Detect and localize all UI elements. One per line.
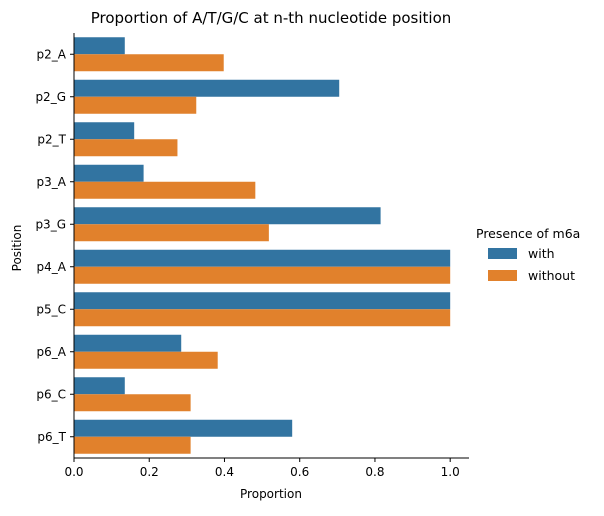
x-tick-label: 1.0	[441, 465, 460, 479]
y-tick-label: p6_A	[37, 345, 67, 359]
y-tick-label: p6_C	[36, 387, 66, 401]
bar-p2_G-without	[74, 96, 197, 114]
bar-p4_A-without	[74, 266, 451, 284]
bar-p2_A-without	[74, 54, 224, 72]
legend-swatch-with	[488, 248, 517, 259]
y-tick-label: p6_T	[37, 430, 66, 444]
legend-label-with: with	[528, 246, 555, 261]
legend: Presence of m6a with without	[476, 226, 580, 283]
bar-p6_T-without	[74, 436, 191, 454]
y-tick-label: p2_A	[37, 47, 67, 61]
bar-p3_G-without	[74, 224, 269, 242]
legend-title: Presence of m6a	[476, 226, 580, 241]
y-axis-label: Position	[10, 225, 24, 272]
y-tick-label: p2_G	[35, 90, 66, 104]
bar-p3_G-with	[74, 207, 381, 225]
bar-p6_T-with	[74, 419, 293, 437]
bar-p3_A-with	[74, 164, 144, 182]
legend-swatch-without	[488, 270, 517, 281]
bar-p6_A-with	[74, 334, 182, 352]
x-tick-label: 0.2	[140, 465, 159, 479]
bar-p3_A-without	[74, 181, 256, 199]
bar-p2_T-without	[74, 139, 178, 157]
x-tick-label: 0.4	[215, 465, 234, 479]
bar-p5_C-with	[74, 292, 451, 310]
legend-label-without: without	[528, 268, 575, 283]
bar-p6_A-without	[74, 351, 218, 369]
bar-p2_T-with	[74, 122, 135, 140]
y-tick-label: p5_C	[36, 302, 66, 316]
bar-p6_C-without	[74, 394, 191, 412]
bar-p2_A-with	[74, 37, 125, 55]
y-tick-label: p2_T	[37, 132, 66, 146]
y-tick-label: p4_A	[37, 260, 67, 274]
bar-p4_A-with	[74, 249, 451, 267]
x-tick-label: 0.8	[365, 465, 384, 479]
x-axis-label: Proportion	[240, 487, 302, 501]
bar-p5_C-without	[74, 309, 451, 327]
x-tick-label: 0.0	[64, 465, 83, 479]
bars	[74, 37, 451, 454]
y-tick-label: p3_A	[37, 175, 67, 189]
x-tick-label: 0.6	[290, 465, 309, 479]
y-tick-label: p3_G	[35, 217, 66, 231]
bar-p2_G-with	[74, 79, 340, 97]
x-ticks: 0.0 0.2 0.4 0.6 0.8 1.0	[64, 458, 460, 479]
bar-p6_C-with	[74, 377, 125, 395]
chart-title: Proportion of A/T/G/C at n-th nucleotide…	[91, 9, 452, 27]
y-ticks: p2_A p2_G p2_T p3_A p3_G p4_A p5_C p6_A p6_C p6_T	[35, 47, 74, 444]
